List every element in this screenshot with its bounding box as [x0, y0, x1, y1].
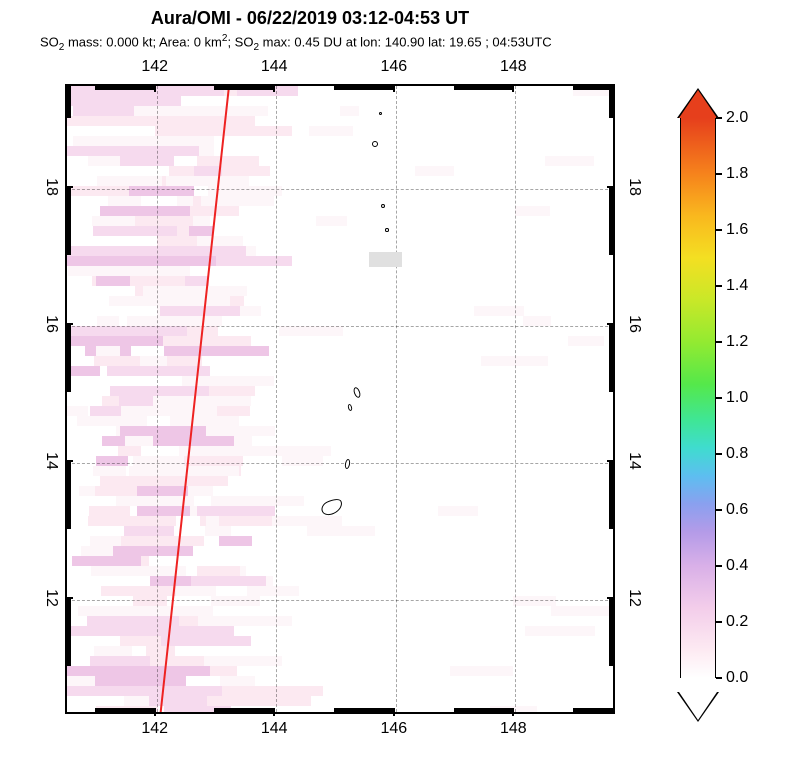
y-tick-label: 14	[42, 452, 60, 470]
colorbar-under-arrow-icon	[679, 692, 717, 720]
island-dot	[381, 204, 385, 208]
island-dot	[372, 141, 378, 147]
colorbar-tick-label: 1.2	[726, 333, 748, 351]
chart-subtitle: SO2 mass: 0.000 kt; Area: 0 km2; SO2 max…	[40, 33, 552, 53]
map-plot	[65, 84, 615, 714]
island-outline	[344, 459, 351, 470]
x-tick-label: 146	[380, 720, 407, 738]
colorbar-tick-label: 0.2	[726, 613, 748, 631]
island-outline	[347, 404, 353, 412]
colorbar-tick-label: 2.0	[726, 109, 748, 127]
colorbar-tick-label: 0.6	[726, 501, 748, 519]
volcano-marker-icon	[373, 166, 389, 180]
colorbar-tick-label: 0.0	[726, 669, 748, 687]
colorbar-tick-label: 1.4	[726, 277, 748, 295]
island-outline	[352, 387, 361, 399]
x-tick-label: 148	[500, 720, 527, 738]
masked-pixel	[369, 252, 402, 267]
x-tick-label: 142	[141, 720, 168, 738]
colorbar-tick-label: 1.0	[726, 389, 748, 407]
colorbar-tick-label: 1.8	[726, 165, 748, 183]
colorbar: 0.00.20.40.60.81.01.21.41.61.82.0 PCA SO…	[680, 90, 790, 720]
y-tick-label: 16	[42, 315, 60, 333]
x-tick-label: 146	[380, 58, 407, 76]
island-dot	[379, 112, 382, 115]
x-tick-label: 148	[500, 58, 527, 76]
colorbar-over-arrow-icon	[679, 90, 717, 118]
island-dot	[385, 228, 389, 232]
y-tick-label: 12	[42, 589, 60, 607]
colorbar-tick-label: 0.8	[726, 445, 748, 463]
volcano-marker-icon	[370, 290, 386, 304]
x-tick-label: 142	[141, 58, 168, 76]
colorbar-tick-label: 0.4	[726, 557, 748, 575]
y-tick-label: 18	[625, 178, 643, 196]
chart-title: Aura/OMI - 06/22/2019 03:12-04:53 UT	[0, 8, 620, 29]
y-tick-label: 16	[625, 315, 643, 333]
y-tick-label: 14	[625, 452, 643, 470]
x-tick-label: 144	[261, 720, 288, 738]
colorbar-tick-label: 1.6	[726, 221, 748, 239]
x-tick-label: 144	[261, 58, 288, 76]
island-outline	[319, 496, 345, 518]
y-tick-label: 12	[625, 589, 643, 607]
y-tick-label: 18	[42, 178, 60, 196]
